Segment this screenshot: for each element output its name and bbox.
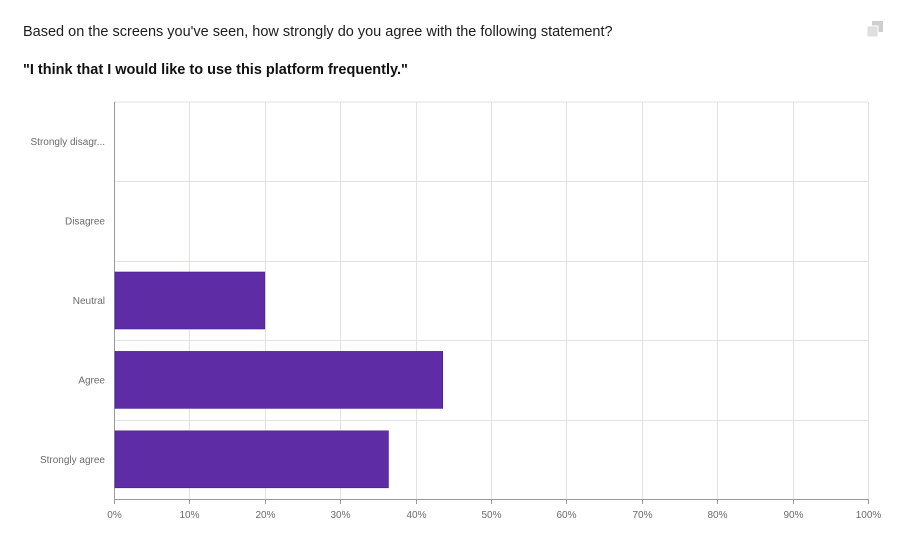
- bar: [114, 430, 389, 489]
- category-label: Disagree: [65, 217, 105, 228]
- category-label: Agree: [78, 375, 105, 386]
- category-label: Strongly agree: [40, 455, 105, 466]
- category-label: Strongly disagr...: [31, 137, 105, 148]
- x-tick-label: 70%: [632, 510, 652, 521]
- x-tick-label: 40%: [406, 510, 426, 521]
- copy-icon[interactable]: [866, 20, 884, 38]
- x-tick-label: 30%: [330, 510, 350, 521]
- statement-text: "I think that I would like to use this p…: [23, 62, 408, 78]
- x-tick-label: 60%: [556, 510, 576, 521]
- x-tick-label: 10%: [179, 510, 199, 521]
- bar: [114, 271, 266, 330]
- x-tick-label: 0%: [107, 510, 122, 521]
- x-tick-label: 20%: [255, 510, 275, 521]
- bar: [114, 351, 444, 409]
- question-text: Based on the screens you've seen, how st…: [23, 24, 613, 40]
- x-tick-label: 100%: [856, 510, 882, 521]
- x-tick-label: 50%: [481, 510, 501, 521]
- x-tick-label: 90%: [783, 510, 803, 521]
- x-tick-label: 80%: [707, 510, 727, 521]
- category-label: Neutral: [73, 296, 105, 307]
